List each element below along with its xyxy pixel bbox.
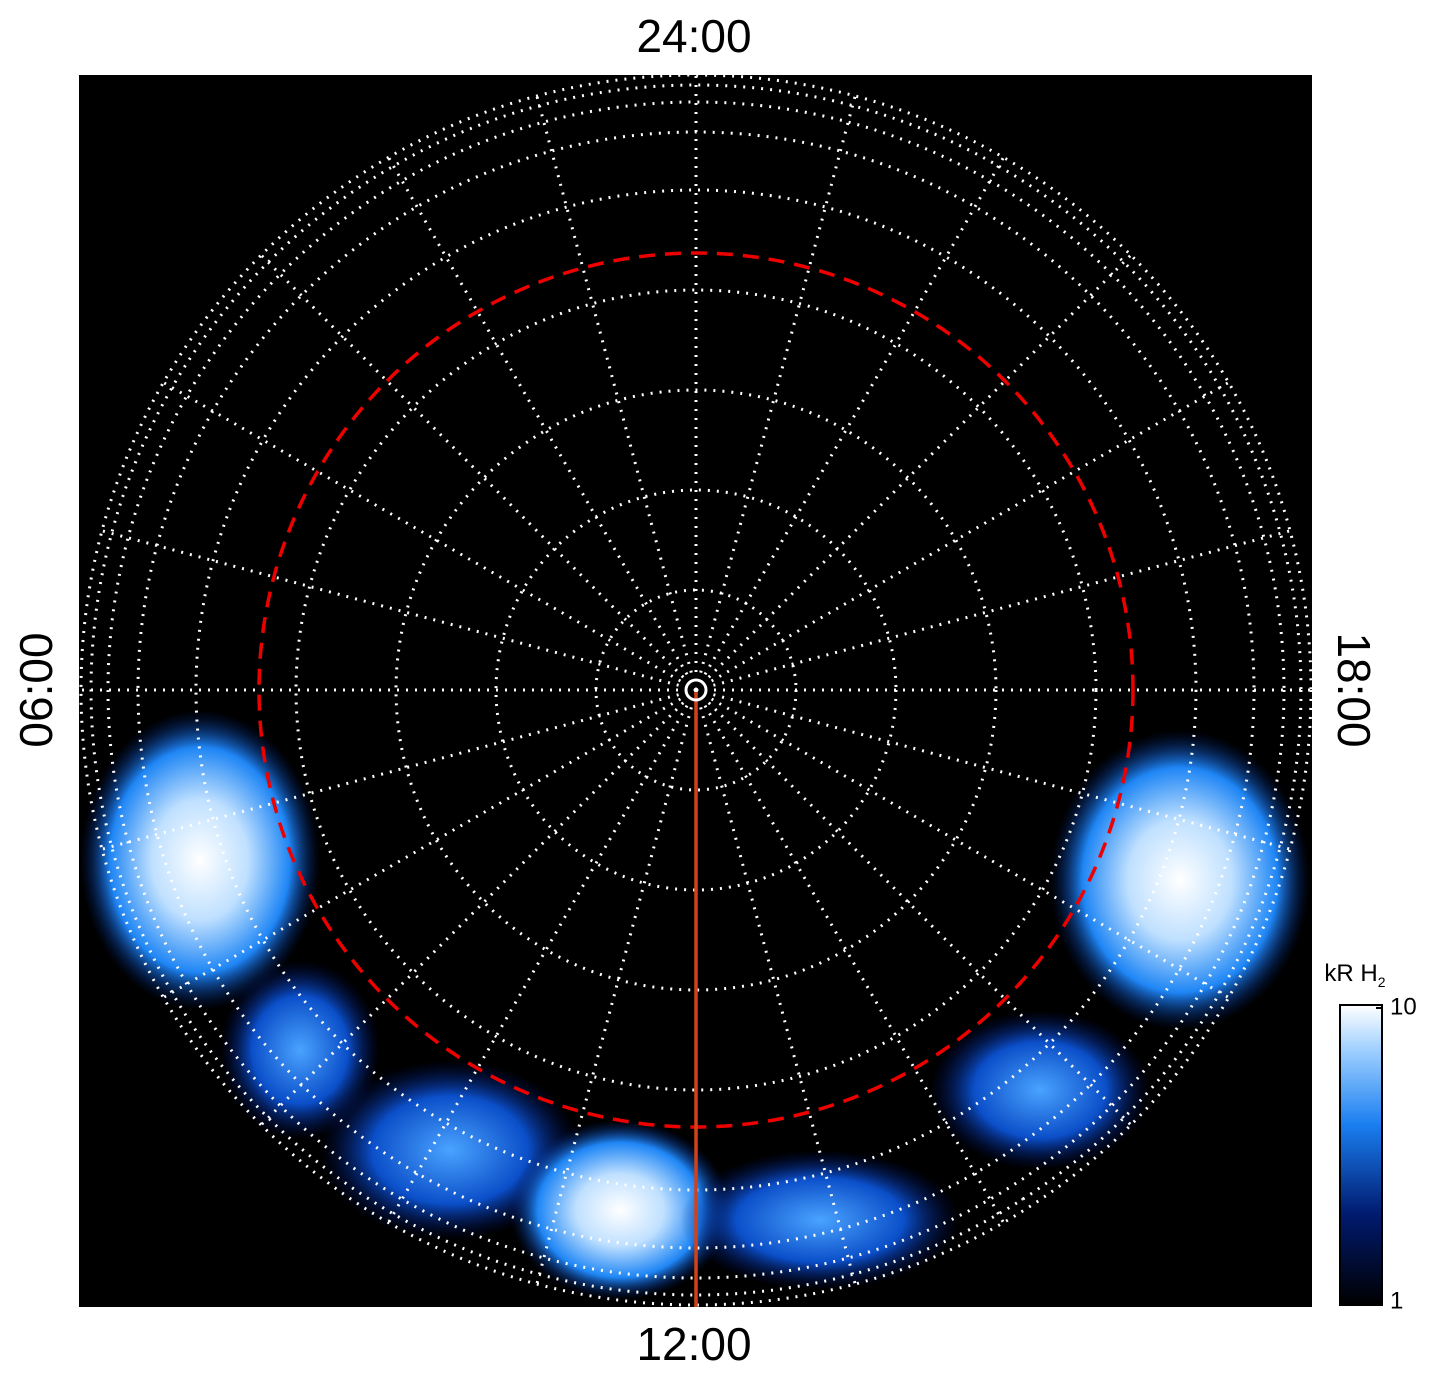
meridian-line (101, 529, 697, 692)
colorbar-title-text: kR H (1324, 960, 1377, 987)
colorbar-tick-label: 1 (1390, 1287, 1403, 1314)
meridian-line (694, 254, 1132, 692)
plot-area (79, 75, 1312, 1307)
meridian-line (387, 156, 698, 691)
meridian-line (694, 156, 1005, 691)
meridian-line (694, 689, 857, 1285)
meridian-line (260, 254, 698, 692)
meridian-line (695, 381, 1230, 692)
colorbar-title: kR H2 (1324, 960, 1385, 989)
polar-grid (79, 75, 1312, 1307)
meridian-line (387, 689, 698, 1224)
meridian-line (535, 689, 698, 1285)
meridian-line (101, 688, 697, 851)
meridian-line (694, 689, 1005, 1224)
meridian-line (694, 688, 1132, 1126)
latitude-circle (79, 75, 1312, 1307)
latitude-circle (194, 188, 1198, 1192)
colorbar-tick-label: 10 (1390, 993, 1417, 1020)
latitude-circle (106, 100, 1286, 1280)
meridian-line (694, 95, 857, 691)
angular-label: 12:00 (636, 1318, 751, 1370)
latitude-circle (394, 388, 998, 992)
meridian-line (162, 381, 697, 692)
angular-label: 06:00 (10, 632, 62, 747)
angular-label: 24:00 (636, 10, 751, 62)
meridian-line (695, 529, 1291, 692)
colorbar (1339, 1004, 1383, 1306)
meridian-line (695, 688, 1291, 851)
angular-label: 18:00 (1328, 632, 1380, 747)
meridian-line (695, 688, 1230, 999)
colorbar-ticks: 1 10 (1376, 993, 1417, 1314)
latitude-circle (294, 288, 1098, 1092)
colorbar-title-subscript: 2 (1378, 974, 1386, 990)
meridian-line (162, 688, 697, 999)
meridian-line (260, 688, 698, 1126)
pole-marker (684, 678, 708, 702)
meridian-line (535, 95, 698, 691)
